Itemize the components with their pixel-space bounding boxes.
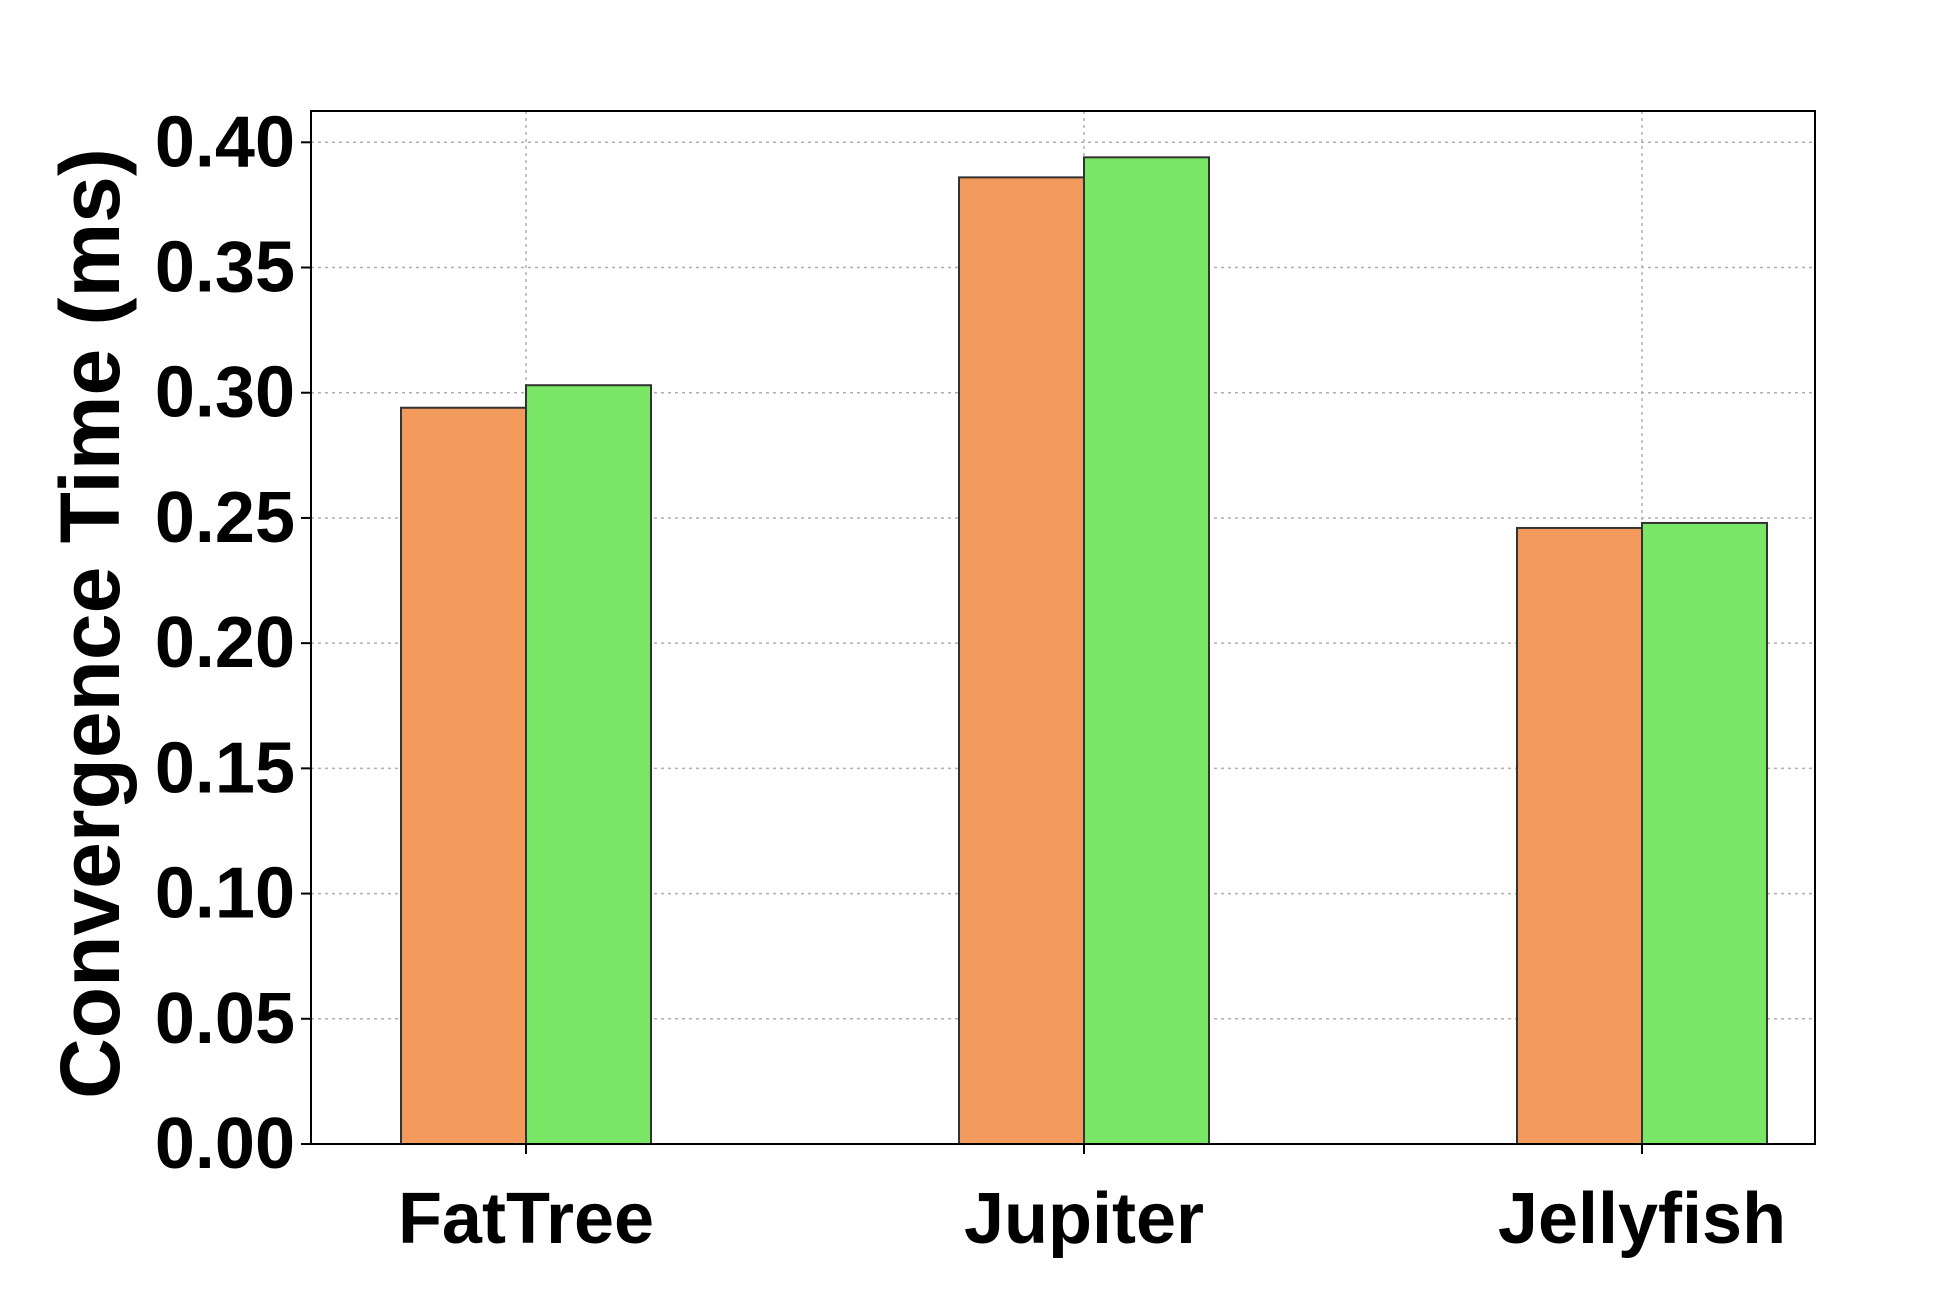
- bar-series-2-jellyfish: [1641, 521, 1768, 1145]
- y-tick-labels: 0.00 0.05 0.10 0.15 0.20 0.25 0.30 0.35 0.40: [155, 102, 295, 1184]
- tick-marks: [301, 141, 1643, 1154]
- bar-series-1-jupiter: [958, 176, 1085, 1145]
- y-tick-label: 0.20: [155, 603, 295, 683]
- bars: [400, 156, 1768, 1145]
- y-tick-label: 0.10: [155, 854, 295, 934]
- x-tick-label: FatTree: [398, 1179, 654, 1259]
- x-tick-label: Jellyfish: [1498, 1179, 1786, 1259]
- bar-series-2-fattree: [525, 384, 652, 1145]
- y-tick-label: 0.30: [155, 353, 295, 433]
- y-tick-label: 0.15: [155, 728, 295, 808]
- y-axis-label: Convergence Time (ms): [43, 148, 137, 1099]
- bar-series-1-fattree: [400, 406, 527, 1145]
- x-tick-labels: FatTree Jupiter Jellyfish: [398, 1179, 1786, 1259]
- y-tick-label: 0.05: [155, 979, 295, 1059]
- y-tick-label: 0.40: [155, 102, 295, 182]
- bar-series-2-jupiter: [1083, 156, 1210, 1145]
- y-tick-label: 0.35: [155, 228, 295, 308]
- x-tick-label: Jupiter: [964, 1179, 1204, 1259]
- plot-frame: [310, 110, 1816, 1145]
- bar-series-1-jellyfish: [1516, 526, 1643, 1145]
- y-tick-label: 0.25: [155, 478, 295, 558]
- y-tick-label: 0.00: [155, 1104, 295, 1184]
